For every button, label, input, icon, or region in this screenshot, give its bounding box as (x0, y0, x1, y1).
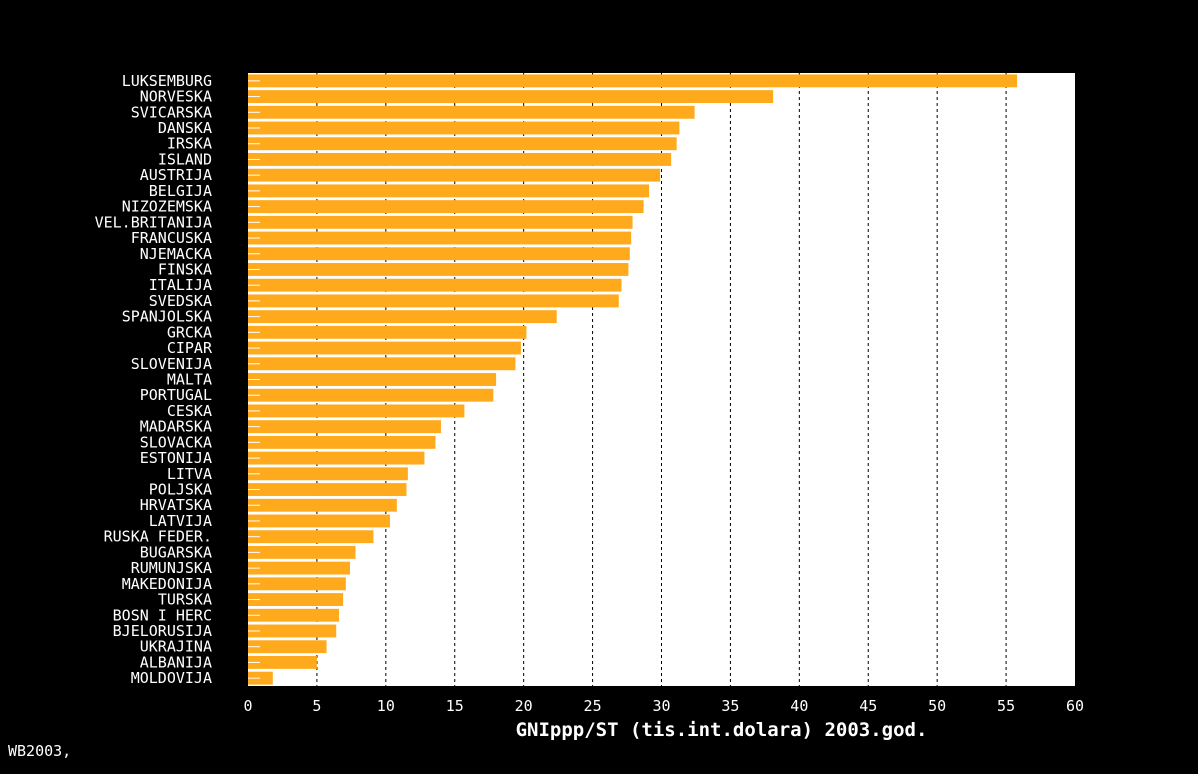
x-tick-label: 25 (584, 697, 602, 715)
bar (248, 357, 516, 371)
bar (248, 608, 339, 622)
category-label: NORVESKA (140, 88, 212, 106)
category-labels: LUKSEMBURGNORVESKASVICARSKADANSKAIRSKAIS… (95, 72, 213, 687)
category-label: NJEMACKA (140, 245, 212, 263)
category-label: LITVA (167, 465, 212, 483)
category-label: IRSKA (167, 135, 212, 153)
x-tick-label: 20 (515, 697, 533, 715)
category-label: FINSKA (158, 260, 212, 278)
x-tick-label: 50 (928, 697, 946, 715)
category-label: DANSKA (158, 119, 212, 137)
category-label: ESTONIJA (140, 449, 212, 467)
x-tick-label: 10 (377, 697, 395, 715)
bar (248, 341, 521, 355)
bar (248, 420, 441, 434)
bar (248, 561, 350, 575)
bar (248, 121, 680, 135)
category-label: ISLAND (158, 150, 212, 168)
category-label: MALTA (167, 371, 212, 389)
category-label: ALBANIJA (140, 653, 212, 671)
x-tick-label: 55 (997, 697, 1015, 715)
bar (248, 153, 672, 166)
x-tick-label: 35 (721, 697, 739, 715)
bar (248, 200, 644, 214)
category-label: LATVIJA (149, 512, 212, 530)
category-label: MOLDOVIJA (131, 669, 212, 687)
bar (248, 593, 344, 606)
bar (248, 184, 650, 198)
category-label: SVICARSKA (131, 103, 212, 121)
category-label: SLOVACKA (140, 433, 212, 451)
bar (248, 325, 527, 339)
category-label: CIPAR (167, 339, 213, 357)
category-label: MADARSKA (140, 418, 212, 436)
category-label: BELGIJA (149, 182, 212, 200)
category-label: BOSN I HERC (113, 606, 212, 624)
bar (248, 247, 630, 261)
x-tick-label: 0 (243, 697, 252, 715)
category-label: POLJSKA (149, 481, 212, 499)
x-tick-label: 5 (312, 697, 321, 715)
category-label: SVEDSKA (149, 292, 212, 310)
bar (248, 105, 695, 119)
x-tick-label: 45 (859, 697, 877, 715)
bar (248, 467, 408, 481)
category-label: SLOVENIJA (131, 355, 212, 373)
category-label: NIZOZEMSKA (122, 198, 212, 216)
bars (248, 74, 1018, 685)
bar (248, 404, 465, 418)
bar (248, 624, 337, 638)
category-label: CESKA (167, 402, 212, 420)
category-label: TURSKA (158, 591, 212, 609)
category-label: BJELORUSIJA (113, 622, 212, 640)
bar (248, 530, 374, 544)
bar (248, 514, 390, 528)
bar (248, 451, 425, 465)
bar (248, 310, 557, 324)
x-tick-label: 30 (652, 697, 670, 715)
bar (248, 263, 629, 276)
category-label: MAKEDONIJA (122, 575, 212, 593)
category-label: BUGARSKA (140, 543, 212, 561)
category-label: GRCKA (167, 323, 212, 341)
bar (248, 74, 1018, 88)
bar (248, 498, 397, 512)
bar (248, 231, 632, 245)
x-axis-title: GNIppp/ST (tis.int.dolara) 2003.god. (516, 719, 928, 741)
bar (248, 278, 622, 292)
bar (248, 90, 774, 104)
category-label: FRANCUSKA (131, 229, 212, 247)
category-label: LUKSEMBURG (122, 72, 212, 90)
bar (248, 168, 661, 182)
source-note: WB2003, (8, 742, 72, 760)
bar (248, 137, 677, 151)
x-tick-label: 15 (446, 697, 464, 715)
x-tick-label: 40 (790, 697, 808, 715)
category-label: SPANJOLSKA (122, 308, 212, 326)
category-label: HRVATSKA (140, 496, 212, 514)
bar (248, 388, 494, 402)
bar (248, 671, 273, 685)
bar (248, 577, 346, 591)
category-label: UKRAJINA (140, 638, 212, 656)
category-label: ITALIJA (149, 276, 212, 294)
bar (248, 483, 407, 496)
bar (248, 640, 327, 654)
bar (248, 373, 497, 386)
bar (248, 435, 436, 449)
bar (248, 294, 619, 308)
bar (248, 215, 633, 229)
x-tick-labels: 0 5 10 15 20 25 30 35 40 45 50 55 60 (243, 697, 1084, 715)
category-label: AUSTRIJA (140, 166, 212, 184)
category-label: VEL.BRITANIJA (95, 213, 212, 231)
category-label: RUSKA FEDER. (104, 528, 212, 546)
x-tick-label: 60 (1066, 697, 1084, 715)
category-label: PORTUGAL (140, 386, 212, 404)
bar (248, 655, 317, 669)
bar (248, 545, 356, 559)
category-label: RUMUNJSKA (131, 559, 212, 577)
